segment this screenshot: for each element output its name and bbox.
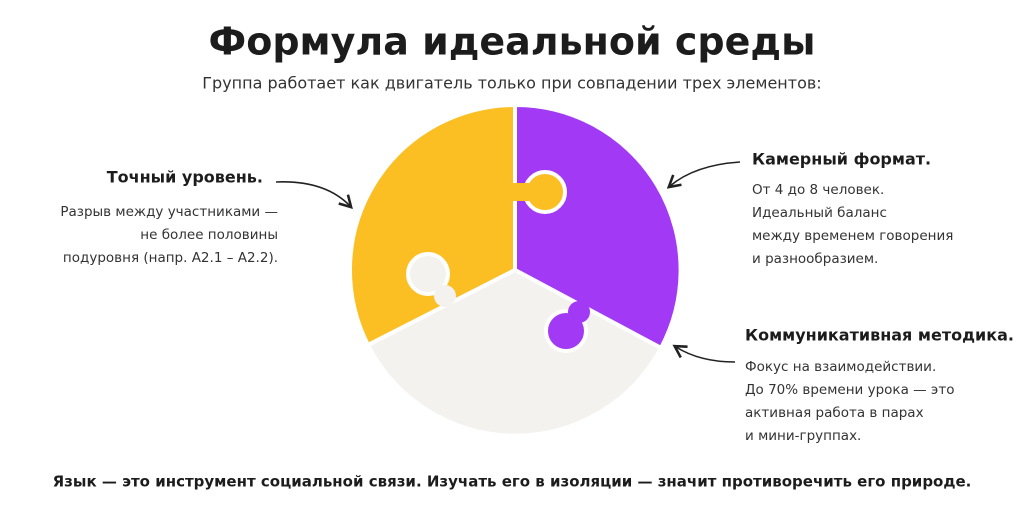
callout-title: Точный уровень. — [107, 168, 263, 187]
callout-line: подуровня (напр. A2.1 – A2.2). — [63, 250, 278, 266]
callout-title: Камерный формат. — [752, 150, 931, 169]
callout-title: Коммуникативная методика. — [745, 326, 1014, 345]
callout-line: и разнообразием. — [752, 251, 878, 267]
puzzle-circle — [348, 102, 683, 438]
callout-line: между временем говорения — [752, 228, 953, 244]
arrow — [672, 344, 736, 363]
callout-line: Фокус на взаимодействии. — [745, 359, 936, 375]
callout-line: не более половины — [140, 227, 278, 243]
knob-beige — [406, 252, 450, 296]
callout-line: От 4 до 8 человек. — [752, 182, 884, 198]
piece-purple — [513, 102, 683, 351]
arrow — [666, 161, 741, 189]
callout-line: активная работа в парах — [745, 405, 924, 421]
callout-line: и мини-группах. — [745, 428, 861, 444]
footer: Язык — это инструмент социальной связи. … — [53, 473, 972, 491]
title: Формула идеальной среды — [209, 20, 816, 64]
callout-line: Идеальный баланс — [752, 205, 887, 221]
neck-purple — [568, 301, 590, 323]
neck-yellow — [511, 183, 533, 201]
callout-line: Разрыв между участниками — — [60, 204, 278, 220]
neck-beige — [434, 285, 456, 307]
arrow — [275, 181, 353, 210]
subtitle: Группа работает как двигатель только при… — [202, 74, 821, 93]
callout-line: До 70% времени урока — это — [745, 382, 954, 398]
piece-yellow — [348, 102, 517, 348]
